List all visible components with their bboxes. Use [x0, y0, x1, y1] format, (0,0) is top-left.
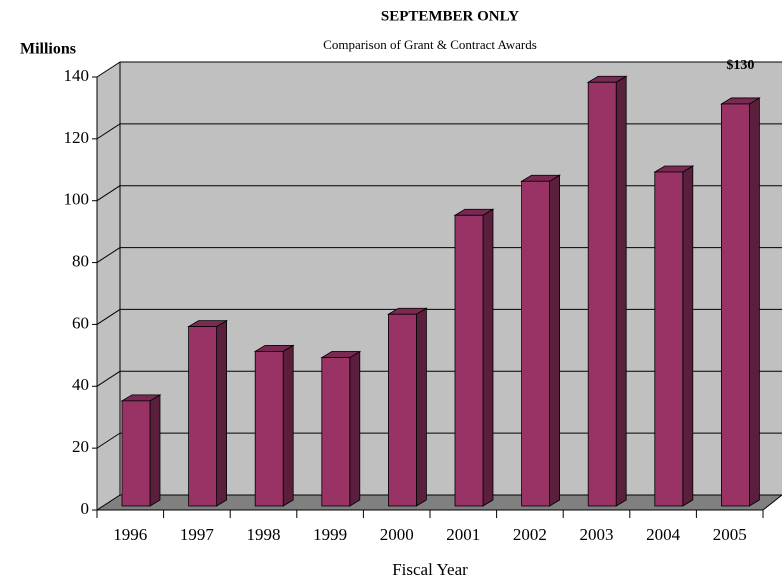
- bar-side: [149, 394, 161, 507]
- bar: [521, 180, 550, 507]
- bar: [721, 103, 750, 507]
- grid-line: [96, 247, 121, 263]
- x-tick-label: 2004: [646, 525, 681, 544]
- bar: [188, 326, 218, 507]
- y-tick-label: 100: [64, 190, 90, 209]
- x-tick-label: 1999: [313, 525, 347, 544]
- bar-side: [282, 344, 294, 507]
- bar: [121, 400, 151, 507]
- x-tick-label: 2001: [446, 525, 480, 544]
- bar: [387, 313, 417, 507]
- bar-side: [216, 319, 228, 507]
- grid-line: [96, 432, 121, 449]
- bar: [254, 350, 284, 507]
- chart-subtitle: Comparison of Grant & Contract Awards: [323, 37, 537, 52]
- x-tick-label: 2005: [713, 525, 747, 544]
- x-tick-label: 2002: [513, 525, 547, 544]
- side-wall: [97, 62, 120, 510]
- x-tick-label: 2000: [380, 525, 414, 544]
- y-tick-label: 40: [72, 375, 89, 394]
- grid-line: [96, 494, 121, 511]
- grid-line: [96, 185, 121, 202]
- data-label: $130: [726, 58, 754, 73]
- y-tick-label: 60: [72, 313, 89, 332]
- y-tick-label: 80: [72, 251, 89, 270]
- x-tick-label: 2003: [580, 525, 614, 544]
- bar-side: [615, 75, 627, 507]
- y-tick-label: 140: [64, 66, 90, 85]
- x-tick-label: 1996: [113, 525, 147, 544]
- grid-line: [96, 61, 121, 78]
- grid-line: [96, 123, 121, 140]
- bar: [321, 357, 351, 507]
- y-tick-label: 20: [72, 437, 89, 456]
- bar-side: [349, 350, 361, 507]
- bar-side: [749, 97, 760, 507]
- y-axis-label: Millions: [20, 41, 76, 58]
- x-tick-label: 1997: [180, 525, 215, 544]
- x-axis-label: Fiscal Year: [392, 560, 468, 579]
- bar: [454, 214, 484, 507]
- y-tick-label: 120: [64, 128, 90, 147]
- bar: [587, 81, 617, 507]
- x-axis: [762, 494, 782, 511]
- grid-line: [96, 309, 121, 325]
- bar-side: [482, 208, 494, 507]
- bar-side: [682, 165, 694, 507]
- bar-side: [415, 307, 427, 507]
- grid-line: [96, 370, 121, 387]
- bar: [654, 171, 684, 507]
- x-tick-label: 1998: [247, 525, 281, 544]
- y-tick-label: 0: [81, 499, 90, 518]
- bar-side: [549, 174, 560, 507]
- chart-title: SEPTEMBER ONLY: [381, 8, 519, 24]
